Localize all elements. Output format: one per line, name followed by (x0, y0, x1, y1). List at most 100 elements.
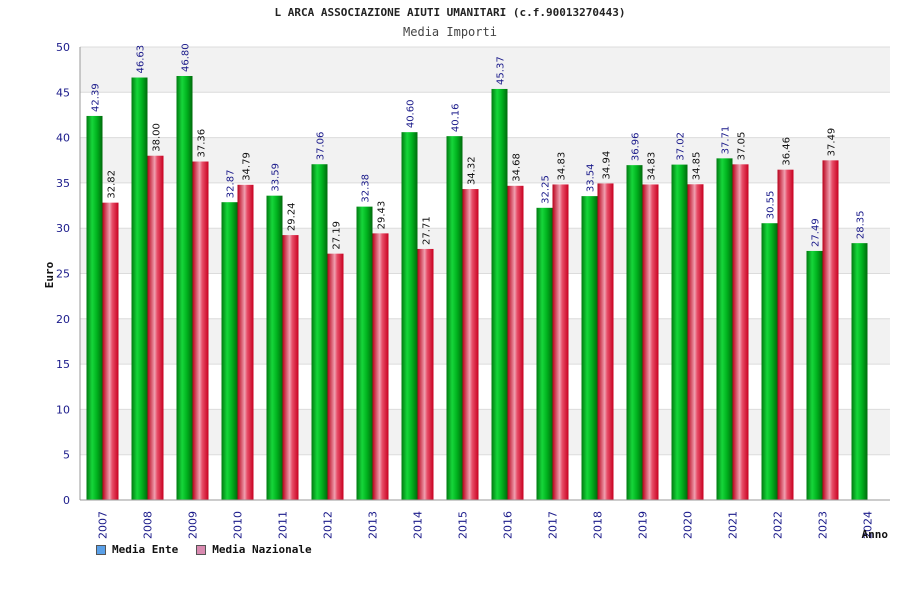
bar-media-ente-2016 (491, 88, 508, 500)
bar-media-nazionale-2020 (687, 184, 704, 500)
data-label-media-nazionale-2015: 34.32 (467, 156, 478, 185)
bar-media-ente-2021 (716, 158, 733, 500)
bar-media-nazionale-2023 (822, 160, 839, 500)
bar-media-ente-2018 (581, 196, 598, 500)
data-label-media-ente-2012: 37.06 (316, 132, 327, 161)
plot-band (80, 182, 890, 229)
data-label-media-nazionale-2017: 34.83 (557, 152, 568, 181)
plot-band (80, 92, 890, 138)
data-label-media-nazionale-2018: 34.94 (602, 151, 613, 180)
data-label-media-nazionale-2014: 27.71 (422, 216, 433, 245)
plot-band (80, 364, 890, 410)
bar-media-nazionale-2009 (192, 161, 209, 500)
legend-swatch-media-nazionale (196, 544, 207, 555)
data-label-media-nazionale-2022: 36.46 (782, 137, 793, 166)
y-tick-label: 0 (63, 494, 70, 507)
plot-band (80, 273, 890, 319)
bar-media-nazionale-2010 (237, 184, 254, 500)
x-axis-label: Anno (862, 528, 889, 541)
x-tick-label-2008: 2008 (142, 511, 155, 539)
bar-media-ente-2013 (356, 206, 373, 500)
bar-media-nazionale-2017 (552, 184, 569, 501)
bar-labels: 42.39 32.82 46.63 38.00 46.80 37.36 32.87 34.79… (91, 43, 867, 249)
data-label-media-ente-2018: 33.54 (586, 163, 597, 192)
data-label-media-nazionale-2012: 27.19 (332, 221, 343, 250)
plot-band (80, 228, 890, 274)
data-label-media-ente-2020: 37.02 (676, 132, 687, 161)
bar-media-nazionale-2016 (507, 185, 524, 500)
data-label-media-ente-2017: 32.25 (541, 175, 552, 204)
data-label-media-nazionale-2013: 29.43 (377, 201, 388, 230)
data-label-media-nazionale-2007: 32.82 (107, 170, 118, 199)
bar-media-ente-2010 (221, 202, 238, 500)
bar-media-nazionale-2014 (417, 248, 434, 500)
data-label-media-ente-2013: 32.38 (361, 174, 372, 203)
x-tick-label-2022: 2022 (772, 511, 785, 539)
data-label-media-ente-2008: 46.63 (136, 45, 147, 74)
legend-item-media-nazionale: Media Nazionale (196, 543, 312, 556)
data-label-media-ente-2011: 33.59 (271, 163, 282, 192)
bar-media-ente-2007 (86, 115, 103, 501)
x-tick-label-2019: 2019 (637, 511, 650, 539)
bar-media-ente-2008 (131, 77, 148, 501)
data-label-media-ente-2021: 37.71 (721, 126, 732, 155)
bar-media-ente-2023 (806, 250, 823, 500)
y-tick-label: 10 (56, 403, 70, 416)
x-tick-label-2016: 2016 (502, 511, 515, 539)
y-tick-label: 5 (63, 449, 70, 462)
x-tick-label-2007: 2007 (97, 511, 110, 539)
data-label-media-ente-2015: 40.16 (451, 104, 462, 133)
plot-background (80, 47, 890, 500)
x-tick-label-2013: 2013 (367, 511, 380, 539)
x-tick-label-2011: 2011 (277, 511, 290, 539)
bar-media-ente-2017 (536, 207, 553, 500)
x-tick-label-2020: 2020 (682, 511, 695, 539)
y-tick-label: 45 (56, 86, 70, 99)
bar-media-ente-2011 (266, 195, 283, 500)
bar-media-nazionale-2022 (777, 169, 794, 500)
data-label-media-nazionale-2023: 37.49 (827, 128, 838, 157)
tick-labels: 0 5 10 15 20 25 30 35 40 45 50 2007 2008 2009 2010 2011… (56, 41, 875, 539)
x-tick-label-2015: 2015 (457, 511, 470, 539)
bar-media-ente-2014 (401, 132, 418, 500)
x-tick-label-2023: 2023 (817, 511, 830, 539)
y-tick-label: 25 (56, 268, 70, 281)
bar-media-nazionale-2007 (102, 202, 119, 500)
y-tick-label: 20 (56, 313, 70, 326)
bar-media-nazionale-2018 (597, 183, 614, 500)
bar-media-nazionale-2015 (462, 189, 479, 501)
bar-media-nazionale-2021 (732, 164, 749, 500)
x-tick-label-2017: 2017 (547, 511, 560, 539)
plot-band (80, 137, 890, 183)
x-tick-label-2014: 2014 (412, 511, 425, 539)
data-label-media-nazionale-2016: 34.68 (512, 153, 523, 182)
data-label-media-ente-2009: 46.80 (181, 43, 192, 72)
x-tick-label-2010: 2010 (232, 511, 245, 539)
bar-media-ente-2019 (626, 165, 643, 500)
legend: Media Ente Media Nazionale (96, 543, 312, 556)
data-label-media-nazionale-2021: 37.05 (737, 132, 748, 161)
legend-label-media-ente: Media Ente (112, 543, 179, 556)
data-label-media-nazionale-2008: 38.00 (152, 123, 163, 152)
data-label-media-nazionale-2011: 29.24 (287, 202, 298, 231)
y-tick-label: 40 (56, 132, 70, 145)
bar-media-ente-2020 (671, 164, 688, 500)
plot-band (80, 409, 890, 455)
y-tick-label: 15 (56, 358, 70, 371)
data-label-media-nazionale-2019: 34.83 (647, 152, 658, 181)
y-tick-label: 30 (56, 222, 70, 235)
y-axis-label: Euro (43, 261, 56, 288)
data-label-media-nazionale-2009: 37.36 (197, 129, 208, 158)
bar-media-ente-2022 (761, 223, 778, 501)
x-tick-label-2009: 2009 (187, 511, 200, 539)
data-label-media-ente-2019: 36.96 (631, 133, 642, 162)
bar-media-ente-2012 (311, 164, 328, 501)
bar-media-ente-2015 (446, 136, 463, 501)
bar-media-nazionale-2012 (327, 253, 344, 500)
data-label-media-nazionale-2020: 34.85 (692, 152, 703, 181)
bar-media-ente-2009 (176, 75, 193, 500)
data-label-media-nazionale-2010: 34.79 (242, 152, 253, 181)
bar-media-nazionale-2008 (147, 155, 164, 500)
data-label-media-ente-2014: 40.60 (406, 100, 417, 129)
